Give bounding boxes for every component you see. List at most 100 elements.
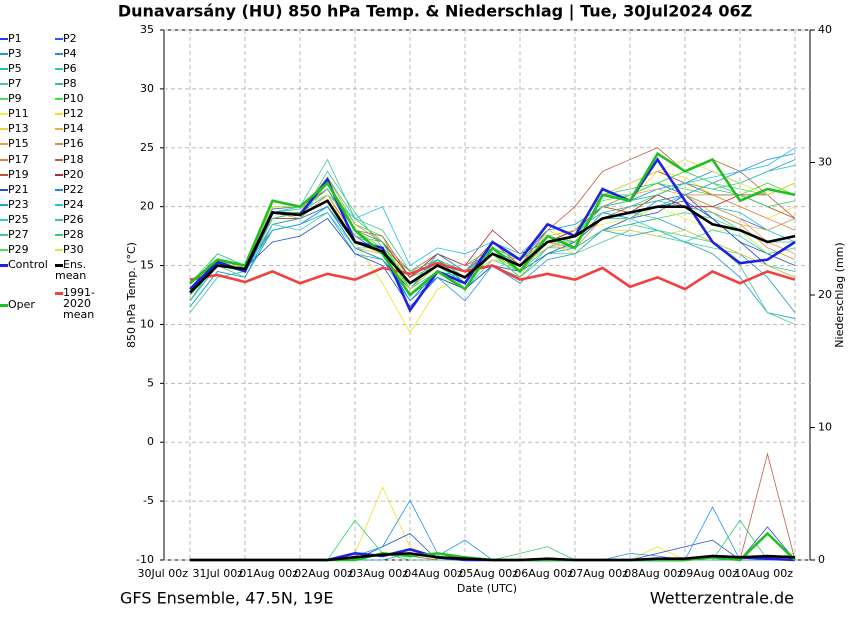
legend-entry: Oper xyxy=(0,299,62,310)
legend-entry: P20 xyxy=(55,169,117,180)
legend-swatch xyxy=(0,248,8,251)
y2-axis-label: Niederschlag (mm) xyxy=(833,242,846,347)
legend-swatch xyxy=(0,128,8,131)
legend-entry: P1 xyxy=(0,33,62,44)
x-tick-label: 03Aug 00z xyxy=(349,567,408,580)
legend-label: P13 xyxy=(8,122,29,136)
legend-label: P3 xyxy=(8,47,22,61)
legend-swatch xyxy=(55,218,63,221)
legend-label: P24 xyxy=(63,197,84,211)
legend-swatch xyxy=(55,68,63,71)
legend-label: P11 xyxy=(8,107,29,121)
legend-swatch xyxy=(0,38,8,40)
legend-swatch xyxy=(0,53,8,56)
y-tick-label: 0 xyxy=(147,435,154,448)
legend-entry: P24 xyxy=(55,199,117,210)
legend-entry: P14 xyxy=(55,123,117,134)
plot-frame xyxy=(163,29,811,561)
legend-entry: P15 xyxy=(0,138,62,149)
legend-swatch xyxy=(55,263,63,267)
legend-label: P29 xyxy=(8,242,29,256)
x-axis-label: Date (UTC) xyxy=(457,582,517,595)
legend-swatch xyxy=(0,263,8,267)
legend-label: P1 xyxy=(8,32,22,45)
legend-label: P5 xyxy=(8,62,22,76)
y-axis-label: 850 hPa Temp. (°C) xyxy=(125,242,138,348)
legend-swatch xyxy=(0,83,8,86)
legend-swatch xyxy=(0,143,8,146)
legend-entry: P5 xyxy=(0,63,62,74)
legend-entry: P2 xyxy=(55,33,117,44)
legend-entry: P28 xyxy=(55,229,117,240)
legend-label: 1991-2020 mean xyxy=(63,286,95,321)
legend-swatch xyxy=(55,113,63,116)
legend-swatch xyxy=(55,233,63,236)
y2-tick-label: 20 xyxy=(818,288,832,301)
legend-swatch xyxy=(0,233,8,236)
temp-line xyxy=(189,261,796,291)
y-tick-label: 20 xyxy=(140,200,154,213)
legend-label: P17 xyxy=(8,152,29,166)
footer-right: Wetterzentrale.de xyxy=(650,589,794,608)
temp-line xyxy=(189,199,796,294)
y2-tick-label: 0 xyxy=(818,553,825,566)
legend-label: P27 xyxy=(8,227,29,241)
legend-label: P8 xyxy=(63,77,77,91)
legend-label: P25 xyxy=(8,212,29,226)
y-tick-label: -10 xyxy=(136,553,154,566)
y-tick-label: 35 xyxy=(140,23,154,36)
legend-entry: 1991-2020 mean xyxy=(55,287,117,320)
legend-swatch xyxy=(55,98,63,101)
legend-label: Ens. mean xyxy=(55,258,87,282)
x-tick-label: 07Aug 00z xyxy=(569,567,628,580)
legend-swatch xyxy=(0,158,8,161)
legend-swatch xyxy=(55,128,63,131)
chart-title: Dunavarsány (HU) 850 hPa Temp. & Nieders… xyxy=(118,2,752,22)
legend-label: Oper xyxy=(8,298,35,311)
x-tick-label: 02Aug 00z xyxy=(294,567,353,580)
legend-entry: P25 xyxy=(0,214,62,225)
legend-entry: Ens. mean xyxy=(55,259,117,281)
legend-label: P18 xyxy=(63,152,84,166)
legend-entry: P12 xyxy=(55,108,117,119)
legend-entry: P6 xyxy=(55,63,117,74)
legend-entry: P8 xyxy=(55,78,117,89)
legend-swatch xyxy=(0,203,8,206)
legend-swatch xyxy=(0,113,8,116)
legend-entry: P26 xyxy=(55,214,117,225)
legend-label: P15 xyxy=(8,137,29,151)
x-tick-label: 06Aug 00z xyxy=(514,567,573,580)
legend-label: P9 xyxy=(8,92,22,106)
x-tick-label: 30Jul 00z xyxy=(137,567,188,580)
x-tick-label: 01Aug 00z xyxy=(239,567,298,580)
legend-entry: P22 xyxy=(55,184,117,195)
legend-entry: P17 xyxy=(0,154,62,165)
legend-swatch xyxy=(55,83,63,86)
y-tick-label: 5 xyxy=(147,376,154,389)
footer-left: GFS Ensemble, 47.5N, 19E xyxy=(120,589,333,608)
x-tick-label: 05Aug 00z xyxy=(459,567,518,580)
legend-label: P7 xyxy=(8,77,22,91)
legend-label: P6 xyxy=(63,62,77,76)
legend-swatch xyxy=(55,203,63,206)
legend-swatch xyxy=(55,158,63,161)
x-tick-label: 09Aug 00z xyxy=(679,567,738,580)
y-tick-label: 30 xyxy=(140,82,154,95)
x-tick-label: 10Aug 00z xyxy=(734,567,793,580)
legend-label: P23 xyxy=(8,197,29,211)
legend-swatch xyxy=(0,188,8,191)
legend-entry: P21 xyxy=(0,184,62,195)
y-tick-label: 25 xyxy=(140,141,154,154)
x-tick-label: 04Aug 00z xyxy=(404,567,463,580)
legend-label: P10 xyxy=(63,92,84,106)
precip-line xyxy=(190,552,796,562)
legend-label: P22 xyxy=(63,182,84,196)
legend-swatch xyxy=(55,143,63,146)
y2-tick-label: 30 xyxy=(818,156,832,169)
legend-label: P16 xyxy=(63,137,84,151)
y-tick-label: 15 xyxy=(140,259,154,272)
legend-entry: P9 xyxy=(0,93,62,104)
legend-entry: P19 xyxy=(0,169,62,180)
legend-swatch xyxy=(0,303,8,307)
